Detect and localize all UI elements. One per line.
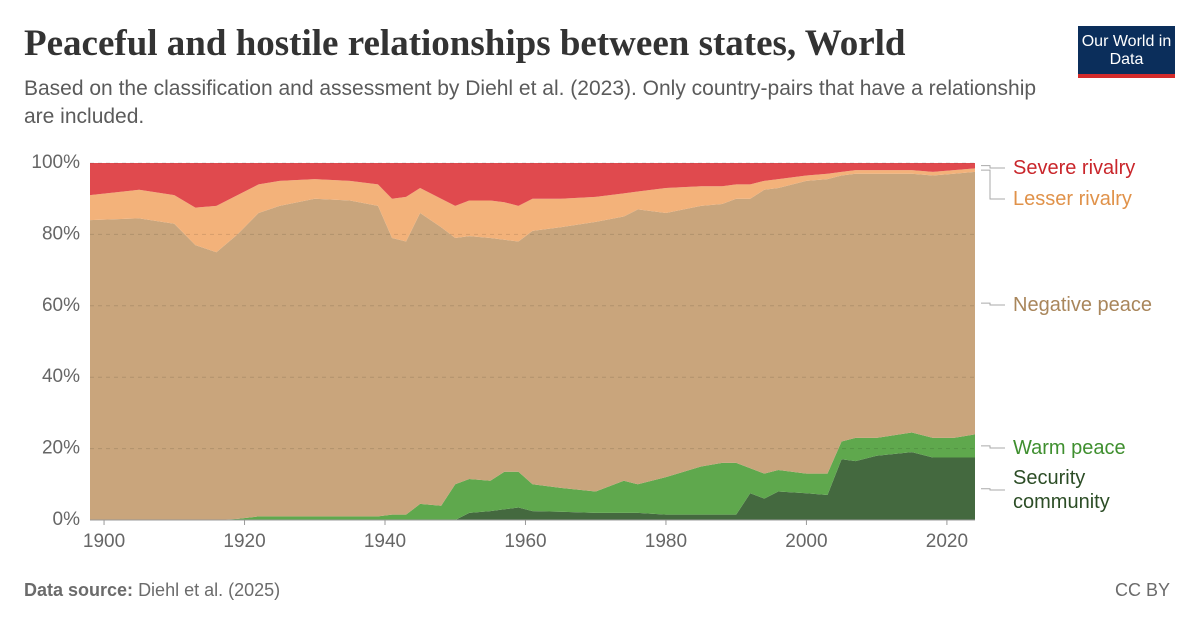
x-tick-label: 2020	[926, 531, 968, 552]
source-label: Data source:	[24, 580, 134, 600]
x-tick-label: 1920	[223, 531, 265, 552]
y-tick-label: 80%	[42, 223, 80, 244]
legend-label[interactable]: Warm peace	[1013, 437, 1126, 459]
y-tick-label: 60%	[42, 295, 80, 316]
area	[90, 163, 975, 208]
x-tick-label: 2000	[785, 531, 827, 552]
y-tick-label: 20%	[42, 438, 80, 459]
x-tick-label: 1940	[364, 531, 406, 552]
logo[interactable]: Our World in Data	[1078, 26, 1175, 78]
y-tick-label: 40%	[42, 366, 80, 387]
legend-connector	[981, 488, 1005, 491]
title: Peaceful and hostile relationships betwe…	[24, 23, 906, 64]
y-tick-label: 0%	[53, 509, 81, 530]
y-tick-label: 100%	[31, 152, 80, 173]
source: Diehl et al. (2025)	[138, 580, 281, 600]
license[interactable]: CC BY	[1114, 580, 1170, 600]
legend-label[interactable]: Severe rivalry	[1013, 157, 1136, 179]
area	[90, 168, 975, 253]
legend-connector	[981, 165, 1005, 169]
area	[90, 452, 975, 520]
area	[90, 171, 975, 521]
area	[90, 432, 975, 520]
legend-label[interactable]: Negative peace	[1013, 294, 1152, 316]
legend-connector	[981, 169, 1005, 200]
footer: Data source: Diehl et al. (2025)	[24, 580, 280, 601]
subtitle: Based on the classification and assessme…	[24, 77, 1037, 128]
legend-connector	[981, 302, 1005, 306]
legend-label[interactable]: Security community	[1013, 467, 1110, 513]
x-tick-label: 1960	[504, 531, 546, 552]
legend-connector	[981, 445, 1005, 449]
legend-label[interactable]: Lesser rivalry	[1013, 188, 1132, 210]
x-tick-label: 1900	[83, 531, 125, 552]
x-tick-label: 1980	[645, 531, 687, 552]
